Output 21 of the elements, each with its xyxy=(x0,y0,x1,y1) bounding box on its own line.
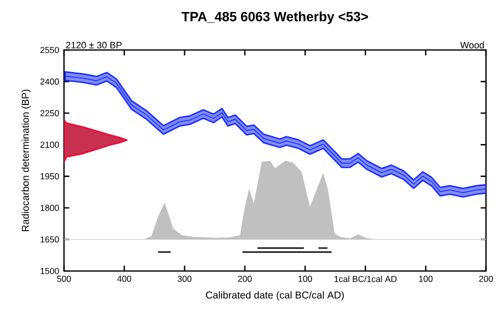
text: Wood xyxy=(460,42,484,48)
y-tick-label: 1950 xyxy=(40,173,59,180)
x-tick-label: 100 xyxy=(298,276,312,282)
x-tick-label: 100 xyxy=(419,276,433,282)
y-tick-label: 2100 xyxy=(40,142,59,148)
x-tick-label: 500 xyxy=(57,276,71,282)
y-axis-title: Radiocarbon determination (BP) xyxy=(22,90,31,232)
x-tick-label: 200 xyxy=(238,276,252,282)
y-tick-label: 2550 xyxy=(40,46,59,54)
text: 2120 ± 30 BP xyxy=(66,42,122,48)
y-tick-label: 1650 xyxy=(40,236,59,242)
y-tick-label: 1800 xyxy=(40,204,59,211)
x-tick-label: 400 xyxy=(117,276,132,282)
y-tick-label: 2400 xyxy=(40,78,59,85)
x-tick-label: 1cal BC/1cal AD xyxy=(334,276,397,282)
y-tick-label: 1500 xyxy=(40,268,59,274)
y-tick-label: 2250 xyxy=(40,110,59,116)
x-axis-title: Calibrated date (cal BC/cal AD) xyxy=(206,291,344,301)
x-tick-label: 200 xyxy=(479,276,493,282)
chart-title: TPA_485 6063 Wetherby <53> xyxy=(182,12,368,24)
x-tick-label: 300 xyxy=(178,276,192,282)
